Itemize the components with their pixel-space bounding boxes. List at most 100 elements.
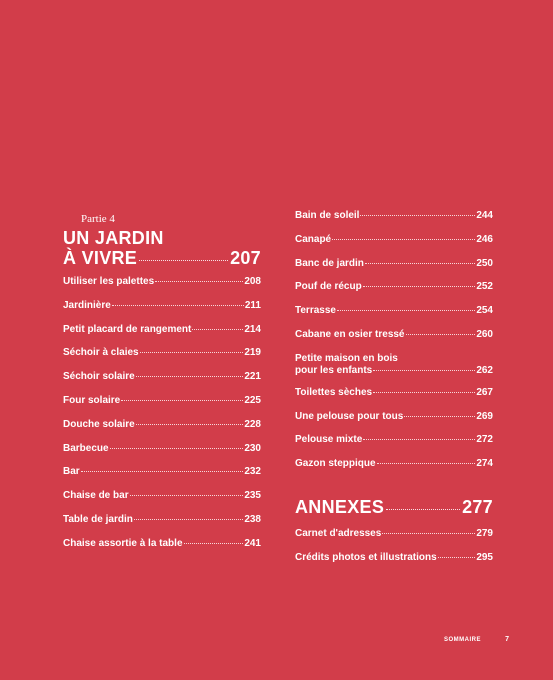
toc-entry-label-line1: Petite maison en bois xyxy=(295,352,398,364)
toc-entry[interactable]: Barbecue 230 xyxy=(63,443,261,467)
leader-dots xyxy=(139,260,229,261)
leader-dots xyxy=(382,532,476,534)
leader-dots xyxy=(192,328,244,330)
part-label: Partie 4 xyxy=(81,213,115,225)
leader-dots xyxy=(336,310,476,312)
toc-entry-label: Pelouse mixte xyxy=(295,434,363,446)
toc-entry[interactable]: Carnet d'adresses 279 xyxy=(295,528,493,552)
toc-entry-label: Four solaire xyxy=(63,394,121,406)
toc-entry-label: Séchoir à claies xyxy=(63,347,139,359)
leader-dots xyxy=(139,352,244,354)
toc-entry-label: Barbecue xyxy=(63,442,109,454)
toc-entry-page: 221 xyxy=(244,371,261,383)
leader-dots xyxy=(135,423,244,425)
toc-entry[interactable]: Table de jardin 238 xyxy=(63,514,261,538)
leader-dots xyxy=(332,238,476,240)
toc-entry-page: 246 xyxy=(476,233,493,245)
annexes-page-number: 277 xyxy=(462,496,493,517)
toc-entry-page: 269 xyxy=(476,410,493,422)
toc-entry-page: 244 xyxy=(476,210,493,221)
toc-entry-label: Terrasse xyxy=(295,305,336,317)
leader-dots xyxy=(373,391,476,393)
leader-dots xyxy=(155,281,244,282)
leader-dots xyxy=(111,304,244,306)
toc-entry[interactable]: Terrasse 254 xyxy=(295,305,493,329)
toc-entry[interactable]: Pelouse mixte 272 xyxy=(295,434,493,458)
leader-dots xyxy=(129,495,244,497)
toc-entry-label: Gazon steppique xyxy=(295,458,376,470)
left-column: Partie 4 UN JARDIN À VIVRE 207 Utiliser … xyxy=(63,211,261,562)
toc-entry[interactable]: Toilettes sèches 267 xyxy=(295,387,493,411)
toc-entry-page: 228 xyxy=(244,418,261,430)
toc-entry-page: 241 xyxy=(244,537,261,549)
leader-dots xyxy=(405,333,476,335)
toc-entry[interactable]: Douche solaire 228 xyxy=(63,419,261,443)
toc-entry-label: Chaise assortie à la table xyxy=(63,537,183,549)
toc-entry[interactable]: Petit placard de rangement 214 xyxy=(63,324,261,348)
toc-entry[interactable]: Chaise assortie à la table 241 xyxy=(63,538,261,562)
toc-entry-label: Canapé xyxy=(295,233,332,245)
toc-entry-page: 250 xyxy=(476,257,493,269)
toc-entry-label: Jardinière xyxy=(63,299,111,311)
toc-entry-label: Cabane en osier tressé xyxy=(295,328,405,340)
leader-dots xyxy=(362,286,476,288)
leader-dots xyxy=(360,215,476,216)
toc-entry-two-line[interactable]: Petite maison en bois pour les enfants 2… xyxy=(295,353,493,377)
toc-entry[interactable]: Canapé 246 xyxy=(295,234,493,258)
leader-dots xyxy=(404,415,476,417)
footer-section: SOMMAIRE xyxy=(444,637,481,643)
leader-dots xyxy=(109,447,244,449)
toc-entry[interactable]: Séchoir solaire 221 xyxy=(63,371,261,395)
right-toc-list-a: Bain de soleil 244 Canapé 246 Banc de jardin… xyxy=(295,210,493,353)
toc-entry[interactable]: Crédits photos et illustrations 295 xyxy=(295,552,493,576)
toc-entry[interactable]: Pouf de récup 252 xyxy=(295,281,493,305)
toc-entry[interactable]: Bain de soleil 244 xyxy=(295,210,493,234)
annex-toc-list: Carnet d'adresses 279 Crédits photos et il… xyxy=(295,528,493,576)
leader-dots xyxy=(135,376,244,378)
toc-entry-label: Carnet d'adresses xyxy=(295,527,382,539)
toc-entry-page: 262 xyxy=(476,364,493,376)
toc-entry-label: Petit placard de rangement xyxy=(63,323,192,335)
footer-page-number: 7 xyxy=(505,636,510,643)
toc-entry[interactable]: Banc de jardin 250 xyxy=(295,258,493,282)
leader-dots xyxy=(80,471,244,473)
toc-entry-label-line2: pour les enfants xyxy=(295,364,373,376)
toc-entry-label: Table de jardin xyxy=(63,513,133,525)
part-title-line2-row: À VIVRE 207 xyxy=(63,247,261,269)
toc-entry-label: Crédits photos et illustrations xyxy=(295,551,437,563)
toc-entry[interactable]: Une pelouse pour tous 269 xyxy=(295,411,493,435)
leader-dots xyxy=(183,542,244,544)
toc-entry-page: 267 xyxy=(476,386,493,398)
part-page-number: 207 xyxy=(230,248,261,268)
toc-entry-label: Bar xyxy=(63,466,80,478)
toc-entry[interactable]: Séchoir à claies 219 xyxy=(63,347,261,371)
toc-entry[interactable]: Four solaire 225 xyxy=(63,395,261,419)
leader-dots xyxy=(373,369,476,371)
toc-entry-label: Utiliser les palettes xyxy=(63,276,155,287)
leader-dots xyxy=(363,439,476,441)
toc-entry-page: 208 xyxy=(244,276,261,287)
toc-entry-page: 279 xyxy=(476,527,493,539)
toc-entry[interactable]: Cabane en osier tressé 260 xyxy=(295,329,493,353)
toc-entry[interactable]: Bar 232 xyxy=(63,466,261,490)
right-toc-list-b: Toilettes sèches 267 Une pelouse pour tous… xyxy=(295,387,493,482)
toc-entry-page: 235 xyxy=(244,490,261,502)
toc-entry[interactable]: Chaise de bar 235 xyxy=(63,490,261,514)
right-column: Bain de soleil 244 Canapé 246 Banc de jardin… xyxy=(295,210,493,576)
leader-dots xyxy=(376,463,476,465)
leader-dots xyxy=(133,518,244,520)
leader-dots xyxy=(437,556,476,558)
toc-entry-page: 274 xyxy=(476,458,493,470)
toc-entry-page: 252 xyxy=(476,281,493,293)
toc-entry-label: Séchoir solaire xyxy=(63,371,135,383)
toc-entry-page: 214 xyxy=(244,323,261,335)
toc-entry-page: 254 xyxy=(476,305,493,317)
toc-entry-label: Bain de soleil xyxy=(295,210,360,221)
toc-entry[interactable]: Jardinière 211 xyxy=(63,300,261,324)
toc-entry[interactable]: Gazon steppique 274 xyxy=(295,458,493,482)
toc-entry[interactable]: Utiliser les palettes 208 xyxy=(63,276,261,300)
toc-entry-label: Chaise de bar xyxy=(63,490,129,502)
annexes-title: ANNEXES xyxy=(295,496,385,517)
toc-entry-page: 295 xyxy=(476,551,493,563)
